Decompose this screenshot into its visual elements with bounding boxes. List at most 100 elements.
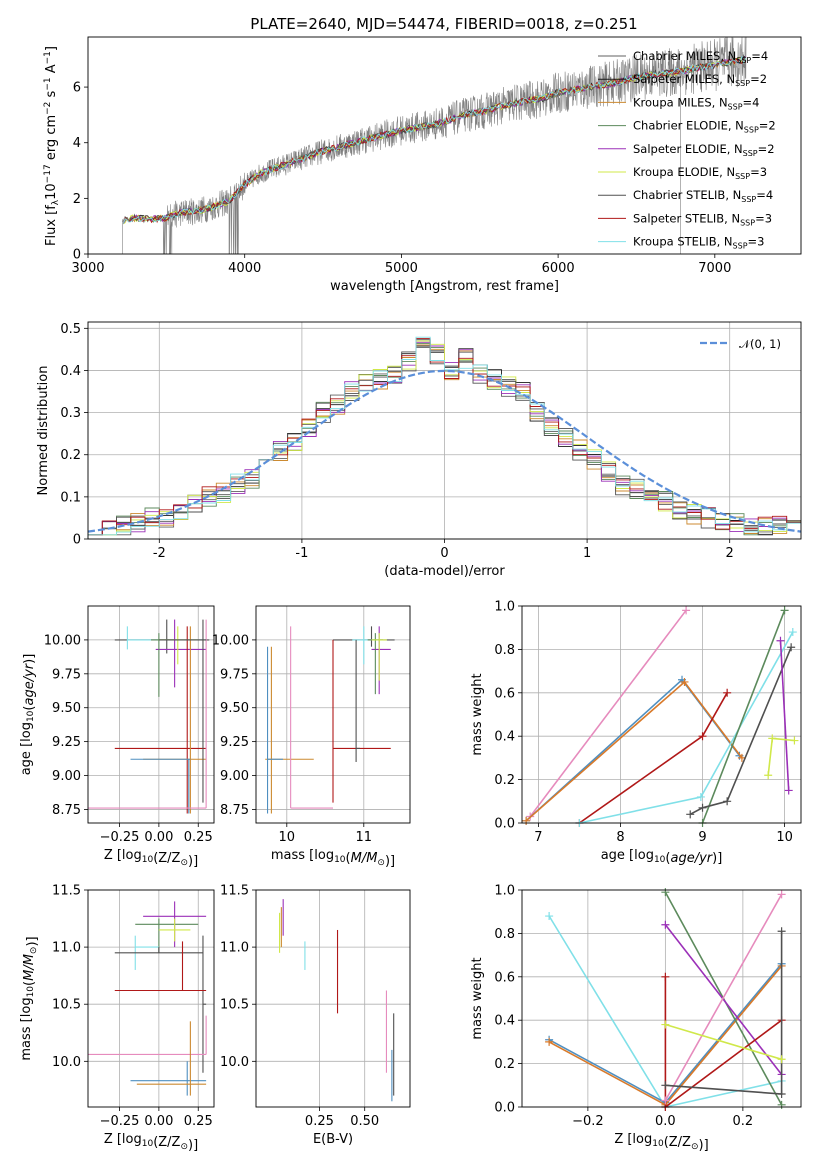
y-tick-label: 0.4 xyxy=(60,364,81,379)
x-tick-label: 0.25 xyxy=(305,1114,334,1129)
x-tick-label: 0.25 xyxy=(184,1114,213,1129)
x-tick-label: 3000 xyxy=(71,261,104,276)
y-tick-label: 0.8 xyxy=(494,643,515,658)
mass-weight-marker xyxy=(768,734,777,743)
x-axis-label: (data-model)/error xyxy=(384,564,505,579)
massweight-vs-z-panel: −0.2 0.0 0.2 0.0 0.2 0.4 0.6 0.8 1.0 Z [log10(Z/Z… xyxy=(470,884,802,1153)
y-axis-label: age [log10(age/yr)] xyxy=(19,654,37,776)
y-tick-label: 9.25 xyxy=(52,735,81,750)
axes-frame xyxy=(87,321,802,540)
legend-label: Kroupa ELODIE, NSSP=3 xyxy=(633,165,767,181)
y-tick-label: 10.00 xyxy=(212,633,249,648)
y-tick-label: 0 xyxy=(73,248,81,263)
x-axis-label: E(B-V) xyxy=(313,1132,353,1147)
mass-weight-marker xyxy=(545,912,554,921)
x-axis-label: age [log10(age/yr)] xyxy=(601,848,723,866)
mass-weight-marker xyxy=(698,732,707,741)
mass-weight-marker xyxy=(777,927,786,936)
gaussian-curve xyxy=(87,369,802,533)
axes-frame xyxy=(521,889,802,1108)
x-tick-label: −0.2 xyxy=(572,1114,604,1129)
x-axis-label: wavelength [Angstrom, rest frame] xyxy=(330,279,559,294)
y-tick-label: 8.75 xyxy=(220,803,249,818)
mass-weight-marker xyxy=(764,771,773,780)
y-tick-label: 9.75 xyxy=(220,667,249,682)
x-tick-label: 10 xyxy=(776,830,793,845)
x-tick-label: 0.00 xyxy=(144,830,173,845)
y-tick-label: 10.0 xyxy=(52,1055,81,1070)
y-tick-label: 10.00 xyxy=(44,633,81,648)
model-spectrum xyxy=(122,57,747,225)
age-vs-mass-panel: 10 11 8.75 9.00 9.25 9.50 9.75 10.00 mass [log10… xyxy=(212,605,411,869)
y-tick-label: 1.0 xyxy=(494,600,515,615)
x-tick-label: 10 xyxy=(279,830,296,845)
y-tick-label: 0.4 xyxy=(494,730,515,745)
mass-weight-line xyxy=(779,640,790,791)
y-tick-label: 11.5 xyxy=(52,884,81,899)
x-tick-label: 9 xyxy=(698,830,706,845)
y-tick-label: 0.8 xyxy=(494,927,515,942)
y-tick-label: 9.50 xyxy=(52,701,81,716)
mass-vs-ebv-panel: 0.25 0.50 10.0 10.5 11.0 11.5 E(B-V) xyxy=(220,884,411,1147)
y-tick-label: 0.2 xyxy=(60,448,81,463)
y-tick-label: 0 xyxy=(73,533,81,548)
axes-frame xyxy=(255,605,411,824)
mass-weight-marker xyxy=(522,816,531,825)
mass-vs-z-panel: −0.25 0.00 0.25 10.0 10.5 11.0 11.5 Z [log10(Z/… xyxy=(19,884,215,1153)
mass-weight-line xyxy=(664,893,783,1101)
x-tick-label: -2 xyxy=(153,546,166,561)
legend-label: Chabrier MILES, NSSP=4 xyxy=(633,49,768,65)
mass-weight-line xyxy=(525,678,741,822)
y-tick-label: 9.50 xyxy=(220,701,249,716)
mass-weight-marker xyxy=(777,1100,786,1109)
legend-label: Chabrier ELODIE, NSSP=2 xyxy=(633,119,776,135)
mass-weight-marker xyxy=(777,1055,786,1064)
y-tick-label: 0.2 xyxy=(494,1057,515,1072)
model-spectrum xyxy=(122,55,747,225)
mass-weight-line xyxy=(689,646,792,816)
mass-weight-marker xyxy=(788,628,797,637)
axes-frame xyxy=(87,889,215,1108)
legend-label: Salpeter MILES, NSSP=2 xyxy=(633,72,767,88)
x-tick-label: 8 xyxy=(616,830,624,845)
mass-weight-marker xyxy=(698,803,707,812)
axes-frame xyxy=(255,889,411,1108)
x-tick-label: 0.50 xyxy=(350,1114,379,1129)
y-axis-label: mass weight xyxy=(470,957,485,1039)
spectrum-panel: 3000 4000 5000 6000 7000 0 2 4 6 wavelength [Angs… xyxy=(43,36,802,294)
y-tick-label: 11.5 xyxy=(220,884,249,899)
y-tick-label: 6 xyxy=(73,81,81,96)
mass-weight-marker xyxy=(776,636,785,645)
mass-weight-marker xyxy=(545,1037,554,1046)
mass-weight-marker xyxy=(787,643,796,652)
y-tick-label: 10.5 xyxy=(52,998,81,1013)
mass-weight-line xyxy=(529,609,687,817)
y-tick-label: 0.3 xyxy=(60,406,81,421)
x-tick-label: 0.2 xyxy=(733,1114,754,1129)
mass-weight-marker xyxy=(696,792,705,801)
legend-label: Salpeter ELODIE, NSSP=2 xyxy=(633,142,775,158)
age-vs-z-panel: −0.25 0.00 0.25 8.75 9.00 9.25 9.50 9.75 10.00 Z … xyxy=(19,605,215,869)
x-tick-label: 0.25 xyxy=(184,830,213,845)
x-tick-label: −0.25 xyxy=(100,1114,140,1129)
y-tick-label: 4 xyxy=(73,136,81,151)
y-tick-label: 1.0 xyxy=(494,884,515,899)
mass-weight-line xyxy=(701,610,786,824)
legend-gauss-label: 𝒩(0, 1) xyxy=(739,337,781,351)
y-axis-label: mass [log10(M/M⊙)] xyxy=(19,936,40,1060)
y-tick-label: 9.00 xyxy=(52,769,81,784)
mass-weight-marker xyxy=(777,1089,786,1098)
x-tick-label: 7 xyxy=(534,830,542,845)
mass-weight-marker xyxy=(780,606,789,615)
mass-weight-marker xyxy=(661,972,670,981)
x-tick-label: 0 xyxy=(440,546,448,561)
mass-weight-marker xyxy=(661,920,670,929)
y-tick-label: 0.0 xyxy=(494,1101,515,1116)
y-axis-label: Flux [fλ10−17 erg cm−2 s−1 A−1] xyxy=(43,46,61,246)
y-tick-label: 9.00 xyxy=(220,769,249,784)
x-tick-label: 0.0 xyxy=(655,1114,676,1129)
mass-weight-marker xyxy=(723,688,732,697)
mass-weight-marker xyxy=(777,890,786,899)
y-tick-label: 0.6 xyxy=(494,686,515,701)
